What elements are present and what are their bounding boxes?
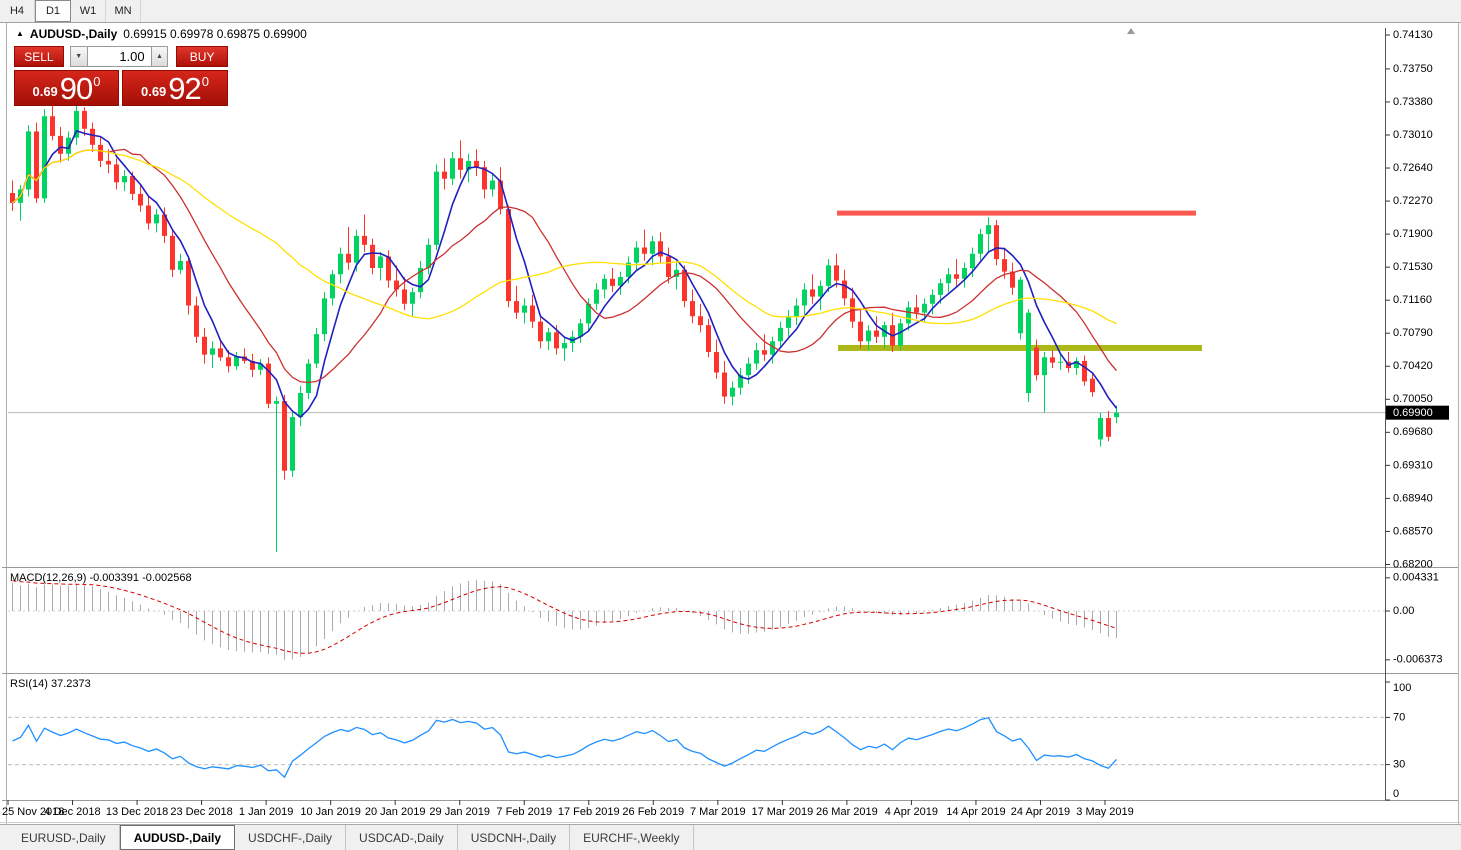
volume-decrease-button[interactable]: ▼ (69, 46, 88, 67)
svg-text:0.70420: 0.70420 (1393, 360, 1433, 372)
chevron-up-icon: ▲ (155, 53, 163, 60)
buy-price-pips: 92 (168, 71, 201, 106)
svg-text:17 Feb 2019: 17 Feb 2019 (558, 806, 620, 818)
buy-price-base: 0.69 (140, 84, 167, 99)
resistance-line (837, 210, 1196, 216)
svg-text:0.68200: 0.68200 (1393, 558, 1433, 570)
svg-text:24 Apr 2019: 24 Apr 2019 (1011, 806, 1070, 818)
svg-text:10 Jan 2019: 10 Jan 2019 (300, 806, 361, 818)
tab-usdchf-daily[interactable]: USDCHF-,Daily (235, 825, 347, 850)
price-axis[interactable]: 0.74130 0.73750 0.73380 0.73010 0.72640 0.722… (1385, 29, 1449, 570)
one-click-trade-panel: SELL ▼ 1.00 ▲ BUY 0.69 90 0 0.69 92 0 (14, 46, 228, 106)
svg-text:MACD(12,26,9) -0.003391 -0.002: MACD(12,26,9) -0.003391 -0.002568 (10, 572, 192, 584)
timeframe-button-w1[interactable]: W1 (71, 0, 106, 22)
sell-price-base: 0.69 (32, 84, 58, 99)
pane-separators (2, 28, 1458, 801)
candles-layer (10, 104, 1119, 552)
svg-text:26 Mar 2019: 26 Mar 2019 (816, 806, 878, 818)
svg-text:4 Dec 2018: 4 Dec 2018 (44, 806, 100, 818)
collapse-icon[interactable]: ▲ (16, 29, 24, 38)
tab-eurchf-weekly[interactable]: EURCHF-,Weekly (570, 825, 694, 850)
svg-text:29 Jan 2019: 29 Jan 2019 (429, 806, 490, 818)
tab-eurusd-daily[interactable]: EURUSD-,Daily (8, 825, 120, 850)
svg-text:0.71900: 0.71900 (1393, 228, 1433, 240)
chart-ohlc-values: 0.69915 0.69978 0.69875 0.69900 (123, 27, 307, 41)
chart-shift-icon (1127, 28, 1135, 34)
support-line (838, 344, 1202, 351)
buy-price-tile[interactable]: 0.69 92 0 (122, 70, 228, 106)
svg-text:4 Apr 2019: 4 Apr 2019 (885, 806, 938, 818)
svg-text:0.68940: 0.68940 (1393, 492, 1433, 504)
svg-text:-0.006373: -0.006373 (1393, 654, 1443, 666)
svg-text:0.70050: 0.70050 (1393, 393, 1433, 405)
chart-shift[interactable] (1127, 28, 1135, 34)
window-frame (0, 23, 1461, 824)
svg-text:0.72270: 0.72270 (1393, 195, 1433, 207)
svg-text:0.71160: 0.71160 (1393, 294, 1432, 306)
volume-increase-button[interactable]: ▲ (150, 46, 169, 67)
macd-pane: MACD(12,26,9) -0.003391 -0.002568 0.00433… (8, 572, 1443, 666)
sell-price-pips: 90 (59, 71, 93, 106)
rsi-pane: RSI(14) 37.2373 100 70 30 0 (8, 678, 1411, 801)
svg-text:0.73010: 0.73010 (1393, 129, 1433, 141)
timeframe-button-d1[interactable]: D1 (35, 0, 71, 22)
moving-averages-layer (11, 129, 1118, 419)
svg-text:14 Apr 2019: 14 Apr 2019 (946, 806, 1005, 818)
svg-text:17 Mar 2019: 17 Mar 2019 (751, 806, 813, 818)
sell-price-point: 0 (93, 74, 101, 89)
sell-button[interactable]: SELL (14, 46, 64, 67)
svg-text:0.71530: 0.71530 (1393, 261, 1433, 273)
svg-text:7 Feb 2019: 7 Feb 2019 (496, 806, 552, 818)
chart-title: ▲ AUDUSD-,Daily 0.69915 0.69978 0.69875 … (16, 27, 307, 41)
symbol-tabbar: EURUSD-,Daily AUDUSD-,Daily USDCHF-,Dail… (0, 824, 1461, 850)
timeframe-toolbar: H4 D1 W1 MN (0, 0, 1461, 23)
tab-usdcad-daily[interactable]: USDCAD-,Daily (346, 825, 458, 850)
svg-text:0.70790: 0.70790 (1393, 327, 1433, 339)
svg-text:0.74130: 0.74130 (1393, 29, 1433, 41)
svg-text:0.72640: 0.72640 (1393, 162, 1433, 174)
svg-text:0.73380: 0.73380 (1393, 96, 1433, 108)
timeframe-button-mn[interactable]: MN (106, 0, 141, 22)
chart-symbol-period: AUDUSD-,Daily (29, 27, 118, 41)
svg-text:23 Dec 2018: 23 Dec 2018 (170, 806, 232, 818)
svg-text:0.004331: 0.004331 (1393, 572, 1439, 584)
svg-text:0.73750: 0.73750 (1393, 63, 1433, 75)
svg-text:0.68570: 0.68570 (1393, 525, 1433, 537)
svg-text:100: 100 (1393, 682, 1411, 694)
chevron-down-icon: ▼ (75, 53, 83, 60)
svg-text:1 Jan 2019: 1 Jan 2019 (239, 806, 293, 818)
svg-text:0.00: 0.00 (1393, 605, 1414, 617)
svg-text:25 Nov 2018: 25 Nov 2018 (2, 806, 64, 818)
svg-text:3 May 2019: 3 May 2019 (1076, 806, 1133, 818)
svg-text:20 Jan 2019: 20 Jan 2019 (365, 806, 426, 818)
svg-text:RSI(14) 37.2373: RSI(14) 37.2373 (10, 678, 91, 690)
svg-text:7 Mar 2019: 7 Mar 2019 (690, 806, 746, 818)
svg-text:13 Dec 2018: 13 Dec 2018 (106, 806, 168, 818)
svg-text:26 Feb 2019: 26 Feb 2019 (622, 806, 684, 818)
volume-input[interactable]: 1.00 (87, 46, 151, 67)
tab-audusd-daily[interactable]: AUDUSD-,Daily (119, 825, 236, 850)
tab-usdcnh-daily[interactable]: USDCNH-,Daily (458, 825, 571, 850)
overlay-lines[interactable] (837, 210, 1202, 351)
svg-text:0.69680: 0.69680 (1393, 426, 1433, 438)
svg-text:0: 0 (1393, 788, 1399, 800)
buy-price-point: 0 (201, 74, 210, 89)
timeframe-button-h4[interactable]: H4 (0, 0, 35, 22)
svg-text:70: 70 (1393, 711, 1405, 723)
buy-button[interactable]: BUY (176, 46, 228, 67)
svg-text:30: 30 (1393, 759, 1405, 771)
sell-price-tile[interactable]: 0.69 90 0 (14, 70, 119, 106)
svg-text:0.69900: 0.69900 (1393, 407, 1433, 419)
svg-text:0.69310: 0.69310 (1393, 459, 1433, 471)
